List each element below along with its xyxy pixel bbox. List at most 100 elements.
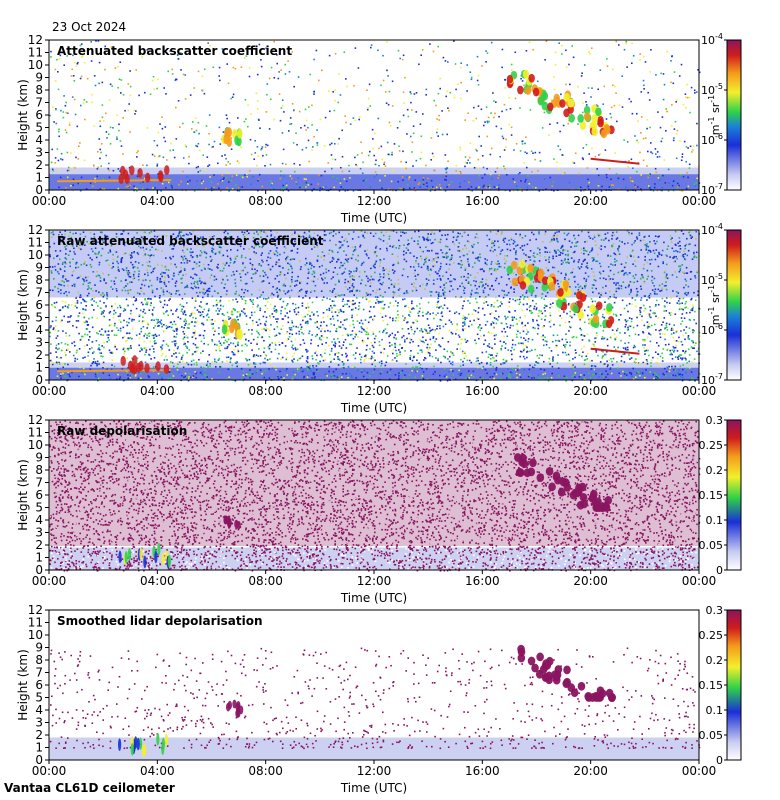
y-tick-label: 3	[35, 526, 43, 540]
y-tick-label: 5	[35, 501, 43, 515]
y-tick-label: 7	[35, 476, 43, 490]
y-tick-label: 0	[35, 183, 43, 197]
y-tick-label: 10	[28, 628, 43, 642]
colorbar-gradient	[726, 419, 742, 571]
x-tick-label: 00:00	[32, 574, 67, 588]
y-tick-label: 12	[28, 223, 43, 237]
y-tick-label: 12	[28, 603, 43, 617]
y-tick-label: 9	[35, 261, 43, 275]
colorbar-tick-label: 10-6	[701, 132, 723, 147]
panel-title: Smoothed lidar depolarisation	[57, 614, 263, 628]
y-tick-label: 6	[35, 488, 43, 502]
cloud-features	[117, 644, 616, 758]
y-tick-label: 7	[35, 666, 43, 680]
plot-background	[49, 230, 699, 380]
y-tick-label: 12	[28, 33, 43, 47]
instrument-label: Vantaa CL61D ceilometer	[4, 781, 175, 795]
y-tick-label: 11	[28, 236, 43, 250]
plot-area	[49, 610, 701, 760]
y-tick-label: 8	[35, 273, 43, 287]
y-tick-label: 10	[28, 438, 43, 452]
y-tick-label: 4	[35, 703, 43, 717]
y-tick-label: 2	[35, 158, 43, 172]
x-tick-label: 12:00	[357, 384, 392, 398]
x-axis-label: Time (UTC)	[340, 781, 407, 795]
y-tick-label: 2	[35, 728, 43, 742]
colorbar-tick-label: 0.15	[699, 679, 724, 692]
y-tick-label: 10	[28, 248, 43, 262]
y-tick-label: 6	[35, 108, 43, 122]
colorbar-gradient	[726, 609, 742, 761]
colorbar-tick-label: 10-4	[701, 32, 723, 47]
colorbar-tick-label: 0.05	[699, 729, 724, 742]
y-tick-label: 3	[35, 716, 43, 730]
x-tick-label: 04:00	[140, 384, 175, 398]
x-tick-label: 00:00	[682, 384, 717, 398]
y-tick-label: 0	[35, 563, 43, 577]
panel-title: Attenuated backscatter coefficient	[57, 44, 292, 58]
colorbar-gradient	[726, 39, 742, 191]
y-tick-label: 2	[35, 348, 43, 362]
x-axis: 00:00 04:00 08:00 12:00 16:00 20:00 00:00	[32, 570, 716, 588]
x-tick-label: 08:00	[248, 574, 283, 588]
x-axis: 00:00 04:00 08:00 12:00 16:00 20:00 00:00	[32, 760, 717, 778]
y-tick-label: 12	[28, 413, 43, 427]
y-tick-label: 9	[35, 71, 43, 85]
colorbar-tick-label: 10-5	[701, 272, 723, 287]
cloud-features	[57, 259, 640, 375]
x-axis-label: Time (UTC)	[340, 401, 407, 415]
data-texture	[49, 647, 701, 760]
x-axis: 00:00 04:00 08:00 12:00 16:00 20:00 00:00	[32, 190, 716, 208]
plot-area	[49, 230, 701, 382]
boundary-layer-core	[49, 174, 699, 190]
colorbar-tick-label: 0.25	[699, 629, 724, 642]
x-tick-label: 08:00	[248, 384, 283, 398]
colorbar-tick-label: 0.2	[706, 464, 724, 477]
panel-title: Raw depolarisation	[57, 424, 187, 438]
colorbar: 0.3 0.25 0.2 0.15 0.1 0.05 0	[699, 604, 742, 767]
colorbar-tick-label: 0.25	[699, 439, 724, 452]
y-tick-label: 10	[28, 58, 43, 72]
y-axis-label: Height (km)	[16, 649, 30, 720]
cloud-features	[118, 453, 613, 569]
colorbar: 10-4 10-5 10-6 10-7 m-1 sr-1	[701, 32, 742, 197]
y-tick-label: 8	[35, 653, 43, 667]
early-cloud-base	[57, 369, 171, 373]
cloud-features	[57, 69, 640, 185]
y-tick-label: 0	[35, 373, 43, 387]
y-tick-label: 1	[35, 741, 43, 755]
colorbar-tick-label: 0	[716, 754, 723, 767]
y-tick-label: 7	[35, 96, 43, 110]
x-tick-label: 04:00	[140, 574, 175, 588]
y-tick-label: 11	[28, 616, 43, 630]
colorbar-tick-label: 0.3	[706, 414, 724, 427]
early-cloud-base	[57, 179, 171, 183]
y-tick-label: 7	[35, 286, 43, 300]
x-tick-label: 20:00	[573, 764, 608, 778]
x-tick-label: 00:00	[32, 764, 67, 778]
colorbar-gradient	[726, 229, 742, 381]
y-tick-label: 9	[35, 451, 43, 465]
colorbar-tick-label: 0.15	[699, 489, 724, 502]
x-axis-label: Time (UTC)	[340, 591, 407, 605]
colorbar-tick-label: 10-7	[701, 182, 723, 197]
y-tick-label: 4	[35, 323, 43, 337]
y-tick-label: 0	[35, 753, 43, 767]
y-tick-label: 8	[35, 463, 43, 477]
colorbar-tick-label: 0.1	[706, 704, 724, 717]
colorbar-tick-label: 0.05	[699, 539, 724, 552]
y-axis-label: Height (km)	[16, 459, 30, 530]
x-tick-label: 16:00	[465, 764, 500, 778]
low-cloud-base	[590, 347, 640, 355]
colorbar-unit: m-1 sr-1	[707, 285, 722, 325]
data-texture	[49, 420, 701, 572]
colorbar-tick-label: 0.3	[706, 604, 724, 617]
y-tick-label: 1	[35, 551, 43, 565]
y-tick-label: 4	[35, 513, 43, 527]
colorbar-tick-label: 0	[716, 564, 723, 577]
x-tick-label: 00:00	[682, 764, 717, 778]
